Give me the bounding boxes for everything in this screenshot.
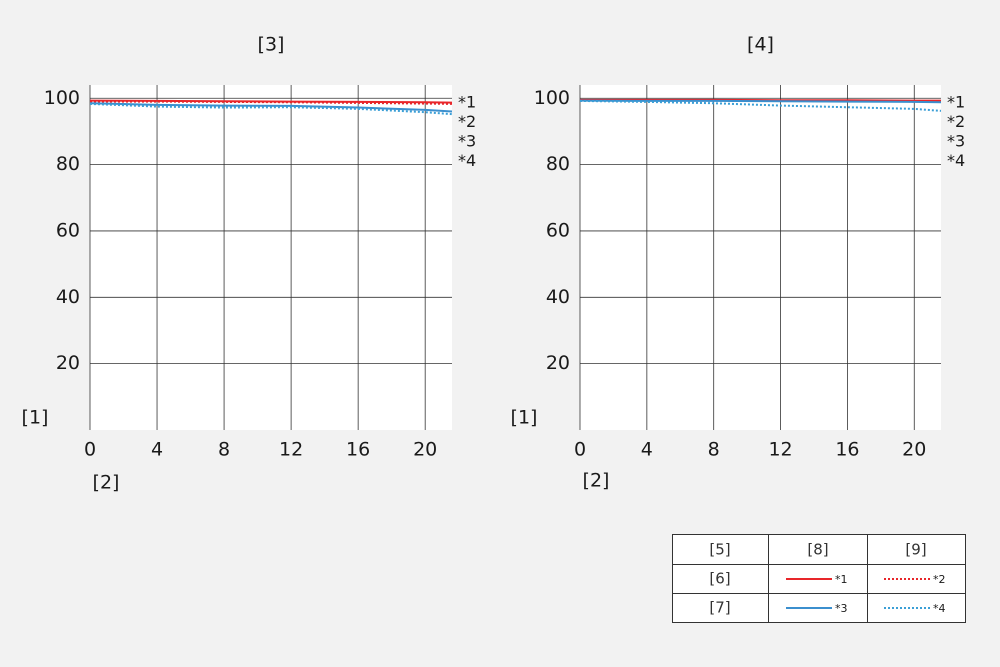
x-tick-label: 8 [218, 439, 230, 461]
series-line [579, 99, 942, 112]
x-tick-label: 20 [902, 439, 926, 461]
chart-title: [4] [747, 34, 774, 56]
y-tick-label: 80 [546, 153, 570, 175]
y-tick-label: 40 [56, 286, 80, 308]
series-line [89, 102, 453, 113]
series-end-label: *4 [947, 151, 965, 170]
y-axis-label: [1] [511, 407, 538, 429]
series-end-label: *2 [458, 112, 476, 131]
series-end-label: *4 [458, 151, 476, 170]
plot-area [90, 85, 452, 430]
y-tick-label: 60 [56, 219, 80, 241]
x-tick-label: 12 [768, 439, 792, 461]
legend-label: *2 [933, 573, 946, 586]
plot-area [580, 85, 941, 430]
series-end-label: *3 [947, 132, 965, 151]
table-header: [8] [807, 541, 828, 559]
series-line [90, 100, 453, 105]
y-tick-label: 100 [534, 87, 570, 109]
series-end-label: *1 [458, 93, 476, 112]
x-tick-label: 16 [346, 439, 370, 461]
x-tick-label: 4 [641, 439, 653, 461]
x-tick-label: 16 [835, 439, 859, 461]
x-tick-label: 0 [84, 439, 96, 461]
series-end-label: *2 [947, 112, 965, 131]
legend-label: *1 [835, 573, 848, 586]
x-tick-label: 4 [151, 439, 163, 461]
y-tick-label: 100 [44, 87, 80, 109]
table-header: [5] [709, 541, 730, 559]
x-axis-label: [2] [93, 472, 120, 494]
x-tick-label: 20 [413, 439, 437, 461]
y-axis-label: [1] [22, 407, 49, 429]
y-tick-label: 20 [56, 352, 80, 374]
series-end-label: *3 [458, 132, 476, 151]
legend-label: *4 [933, 602, 946, 615]
table-header: [9] [905, 541, 926, 559]
x-tick-label: 12 [279, 439, 303, 461]
table-row-label: [6] [709, 570, 730, 588]
x-tick-label: 8 [708, 439, 720, 461]
legend-label: *3 [835, 602, 848, 615]
y-tick-label: 40 [546, 286, 570, 308]
y-tick-label: 80 [56, 153, 80, 175]
series-line [579, 99, 942, 104]
series-end-label: *1 [947, 93, 965, 112]
table-row-label: [7] [709, 599, 730, 617]
y-tick-label: 60 [546, 219, 570, 241]
x-axis-label: [2] [583, 470, 610, 492]
x-tick-label: 0 [574, 439, 586, 461]
chart-title: [3] [258, 34, 285, 56]
series-line [89, 102, 453, 116]
y-tick-label: 20 [546, 352, 570, 374]
